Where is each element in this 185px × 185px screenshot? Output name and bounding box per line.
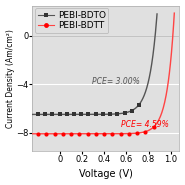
Point xyxy=(44,113,47,116)
Point xyxy=(36,113,39,116)
Point xyxy=(123,111,126,114)
Point xyxy=(86,132,89,135)
Point xyxy=(53,132,56,135)
Point xyxy=(51,113,54,116)
Point xyxy=(73,113,75,116)
Text: PCE= 3.00%: PCE= 3.00% xyxy=(92,77,140,86)
Point xyxy=(65,113,68,116)
Point xyxy=(103,132,106,135)
Legend: PEBI-BDTO, PEBI-BDTT: PEBI-BDTO, PEBI-BDTT xyxy=(35,8,108,33)
Point xyxy=(78,132,81,135)
Point xyxy=(152,125,155,128)
Point xyxy=(94,113,97,116)
Y-axis label: Current Density (Am/cm²): Current Density (Am/cm²) xyxy=(6,29,15,128)
Point xyxy=(80,113,83,116)
X-axis label: Voltage (V): Voltage (V) xyxy=(79,169,133,179)
Point xyxy=(70,132,73,135)
Point xyxy=(116,112,119,115)
Point xyxy=(136,132,139,134)
Point xyxy=(94,132,97,135)
Point xyxy=(127,132,130,135)
Point xyxy=(130,109,133,112)
Point xyxy=(36,132,39,135)
Point xyxy=(137,103,140,106)
Point xyxy=(109,113,112,116)
Point xyxy=(87,113,90,116)
Point xyxy=(144,130,147,133)
Point xyxy=(101,113,104,116)
Point xyxy=(111,132,114,135)
Point xyxy=(45,132,48,135)
Point xyxy=(58,113,61,116)
Text: PCE= 4.59%: PCE= 4.59% xyxy=(121,120,169,129)
Point xyxy=(61,132,64,135)
Point xyxy=(119,132,122,135)
